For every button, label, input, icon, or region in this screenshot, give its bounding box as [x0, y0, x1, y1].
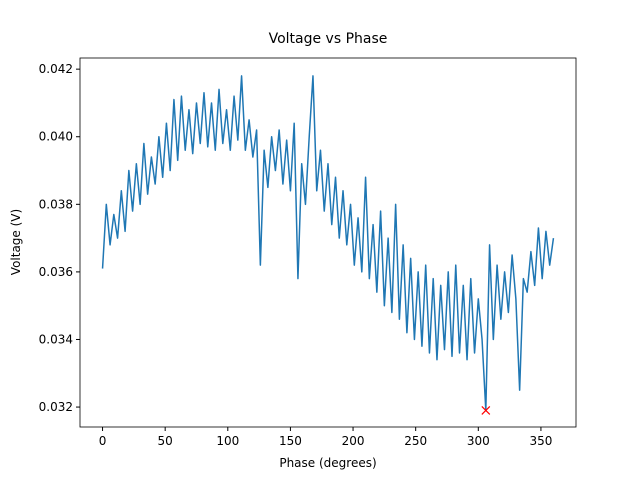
x-tick-label: 0	[99, 434, 107, 448]
x-tick-label: 50	[158, 434, 173, 448]
y-axis-label: Voltage (V)	[9, 209, 23, 275]
x-tick-label: 100	[216, 434, 239, 448]
x-tick-label: 150	[279, 434, 302, 448]
y-tick-label: 0.032	[39, 400, 73, 414]
x-tick-label: 300	[467, 434, 490, 448]
min-marker	[481, 406, 491, 415]
y-tick-label: 0.040	[39, 130, 73, 144]
y-tick-label: 0.042	[39, 62, 73, 76]
y-tick-label: 0.036	[39, 265, 73, 279]
y-tick-label: 0.034	[39, 332, 73, 346]
data-line	[101, 75, 555, 412]
x-axis-label: Phase (degrees)	[279, 456, 376, 470]
chart-title: Voltage vs Phase	[269, 31, 388, 47]
y-tick-label: 0.038	[39, 197, 73, 211]
x-tick-label: 350	[529, 434, 552, 448]
x-tick-label: 250	[404, 434, 427, 448]
plot-frame	[79, 57, 577, 428]
x-tick-label: 200	[342, 434, 365, 448]
